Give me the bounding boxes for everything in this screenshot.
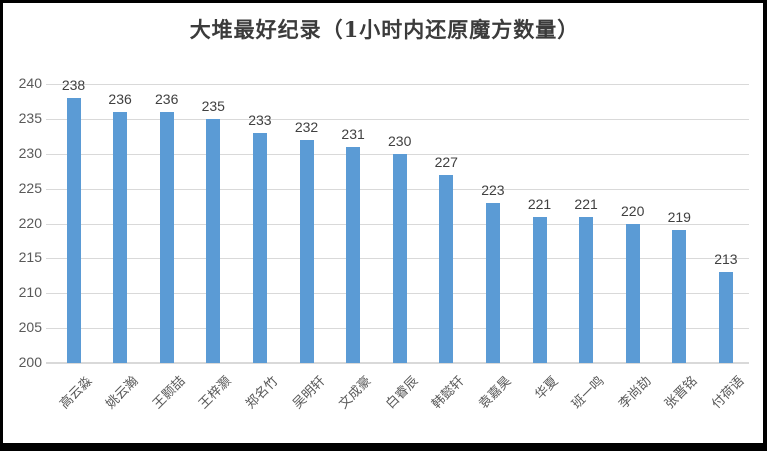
bar-value-label: 236 xyxy=(108,90,132,107)
gridline xyxy=(46,84,749,85)
bar-value-label: 221 xyxy=(574,195,598,212)
y-axis-tick-label: 240 xyxy=(18,75,42,91)
bar xyxy=(346,146,361,363)
bar-value-label: 219 xyxy=(667,209,691,226)
bar-value-label: 230 xyxy=(388,132,412,149)
bar-value-label: 231 xyxy=(341,125,365,142)
gridline xyxy=(46,362,749,364)
y-axis-tick-label: 230 xyxy=(18,144,42,161)
bar-value-label: 232 xyxy=(294,118,319,135)
y-axis-tick-label: 225 xyxy=(18,179,42,196)
bar xyxy=(66,97,81,363)
y-axis-tick-label: 215 xyxy=(18,249,42,266)
bar-value-label: 220 xyxy=(621,202,645,219)
bar-value-label: 221 xyxy=(527,195,552,212)
chart-title: 大堆最好纪录（1小时内还原魔方数量） xyxy=(189,17,580,42)
gridline xyxy=(46,118,749,120)
y-axis-tick-label: 200 xyxy=(18,354,42,370)
bar-value-label: 213 xyxy=(714,251,738,268)
bar-value-label: 236 xyxy=(155,90,179,107)
bar xyxy=(206,118,221,363)
y-axis-tick-label: 220 xyxy=(18,214,42,231)
bar-value-label: 235 xyxy=(201,97,225,114)
bar xyxy=(252,132,267,363)
bar xyxy=(625,223,640,363)
bar xyxy=(579,216,594,363)
y-axis-tick-label: 205 xyxy=(18,319,42,336)
bar-value-label: 223 xyxy=(481,181,505,198)
bar xyxy=(532,216,547,363)
bar-value-label: 227 xyxy=(434,153,458,170)
bar-value-label: 238 xyxy=(61,76,86,93)
bar-value-label: 233 xyxy=(248,111,272,128)
bar xyxy=(718,272,733,363)
y-axis-tick-label: 210 xyxy=(18,284,42,301)
bar xyxy=(159,111,174,363)
bar xyxy=(392,153,407,363)
bar xyxy=(299,139,314,363)
bar xyxy=(485,202,500,363)
y-axis-tick-label: 235 xyxy=(18,109,42,126)
bar xyxy=(672,230,687,363)
bar xyxy=(439,174,454,363)
bar xyxy=(113,111,128,363)
